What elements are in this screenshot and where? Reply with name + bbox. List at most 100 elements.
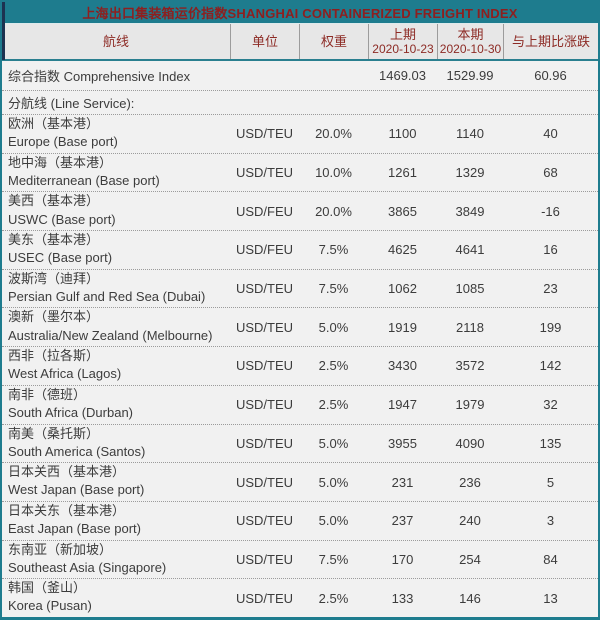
column-header-route: 航线 xyxy=(2,24,230,59)
route-row: 南非（德班） South Africa (Durban) USD/TEU 2.5… xyxy=(2,385,598,425)
route-name-cell: 澳新（墨尔本） Australia/New Zealand (Melbourne… xyxy=(2,308,230,346)
column-label: 航线 xyxy=(102,33,129,49)
unit-cell: USD/TEU xyxy=(235,551,294,567)
unit-cell xyxy=(230,61,299,90)
route-name-cell: 欧洲（基本港） Europe (Base port) xyxy=(2,115,230,153)
weight-cell: 7.5% xyxy=(318,242,349,258)
column-label: 单位 xyxy=(251,33,278,49)
route-name: 波斯湾（迪拜） Persian Gulf and Red Sea (Dubai) xyxy=(8,270,205,306)
route-name-cell: 日本关西（基本港） West Japan (Base port) xyxy=(2,463,230,501)
route-row: 西非（拉各斯） West Africa (Lagos) USD/TEU 2.5%… xyxy=(2,347,598,386)
column-label: 本期 xyxy=(457,26,484,42)
change-value-cell: -16 xyxy=(541,203,560,219)
current-value-cell: 1529.99 xyxy=(446,68,494,83)
previous-value-cell: 3430 xyxy=(388,358,417,374)
current-value-cell: 240 xyxy=(459,513,481,529)
previous-value-cell: 1469.03 xyxy=(379,68,426,83)
column-header-row: 航线 单位 权重 上期 2020-10-23 本期 2020-10-30 与上期… xyxy=(2,24,598,61)
route-name-en: Mediterranean (Base port) xyxy=(8,172,160,188)
unit-cell: USD/TEU xyxy=(235,358,294,374)
table-body: 综合指数 Comprehensive Index 1469.03 1529.99… xyxy=(2,61,598,617)
weight-cell: 5.0% xyxy=(318,435,349,451)
previous-value-cell: 3865 xyxy=(388,203,417,219)
previous-value-cell: 1261 xyxy=(388,165,417,181)
route-name-cn: 南非（德班） xyxy=(8,386,87,402)
route-name-cell: 南非（德班） South Africa (Durban) xyxy=(2,386,230,424)
weight-cell: 2.5% xyxy=(318,358,349,374)
route-name: 美东（基本港） USEC (Base port) xyxy=(8,231,112,267)
weight-cell: 7.5% xyxy=(318,551,349,567)
column-header-unit: 单位 xyxy=(230,24,299,59)
route-row: 澳新（墨尔本） Australia/New Zealand (Melbourne… xyxy=(2,308,598,348)
route-name-cn: 美西（基本港） xyxy=(8,193,100,209)
route-row: 美东（基本港） USEC (Base port) USD/FEU 7.5% 46… xyxy=(2,231,598,270)
route-name-cn: 澳新（墨尔本） xyxy=(8,309,100,325)
route-name-en: Europe (Base port) xyxy=(8,134,118,150)
current-value-cell: 236 xyxy=(459,474,481,490)
route-name-cell: 日本关东（基本港） East Japan (Base port) xyxy=(2,502,230,540)
change-value-cell: 199 xyxy=(539,319,562,335)
column-header-weight: 权重 xyxy=(299,24,368,59)
route-name-cell: 西非（拉各斯） West Africa (Lagos) xyxy=(2,347,230,385)
route-name-en: Southeast Asia (Singapore) xyxy=(8,559,167,575)
current-value-cell: 1979 xyxy=(455,397,485,413)
weight-cell: 5.0% xyxy=(318,513,349,529)
route-name-cn: 南美（桑托斯） xyxy=(8,425,100,441)
current-value-cell: 3849 xyxy=(455,203,485,219)
weight-cell: 10.0% xyxy=(315,165,352,181)
unit-cell: USD/TEU xyxy=(235,319,294,335)
route-row: 南美（桑托斯） South America (Santos) USD/TEU 5… xyxy=(2,424,598,464)
column-header-change: 与上期比涨跌 xyxy=(503,24,598,59)
column-label: 与上期比涨跌 xyxy=(511,33,590,49)
route-name-cell: 地中海（基本港） Mediterranean (Base port) xyxy=(2,154,230,192)
route-name-en: East Japan (Base port) xyxy=(8,521,141,537)
unit-cell: USD/FEU xyxy=(235,242,294,258)
route-name-cell: 东南亚（新加坡） Southeast Asia (Singapore) xyxy=(2,541,230,579)
route-row: 波斯湾（迪拜） Persian Gulf and Red Sea (Dubai)… xyxy=(2,269,598,309)
route-name-cell: 韩国（釜山） Korea (Pusan) xyxy=(2,579,230,617)
current-value-cell: 2118 xyxy=(456,319,484,335)
route-name-en: South America (Santos) xyxy=(8,443,146,459)
route-name: 南非（德班） South Africa (Durban) xyxy=(8,386,133,422)
route-name-cn: 韩国（釜山） xyxy=(8,580,87,596)
route-name-en: West Japan (Base port) xyxy=(8,482,145,498)
route-name: 地中海（基本港） Mediterranean (Base port) xyxy=(8,154,160,190)
route-name: 韩国（釜山） Korea (Pusan) xyxy=(8,579,92,615)
weight-cell: 2.5% xyxy=(318,590,349,606)
route-row: 日本关西（基本港） West Japan (Base port) USD/TEU… xyxy=(2,463,598,502)
route-row: 东南亚（新加坡） Southeast Asia (Singapore) USD/… xyxy=(2,540,598,580)
route-name-en: Korea (Pusan) xyxy=(8,598,92,614)
navy-left-accent xyxy=(2,2,5,60)
unit-cell: USD/TEU xyxy=(235,590,294,606)
current-value-cell: 1329 xyxy=(455,165,485,181)
unit-cell: USD/TEU xyxy=(235,513,294,529)
weight-cell: 20.0% xyxy=(315,126,352,142)
current-value-cell: 4641 xyxy=(455,242,485,258)
unit-cell: USD/TEU xyxy=(235,281,294,297)
change-value-cell: 142 xyxy=(539,358,562,374)
route-name: 美西（基本港） USWC (Base port) xyxy=(8,192,116,228)
previous-value-cell: 231 xyxy=(391,474,414,490)
route-name-cell: 南美（桑托斯） South America (Santos) xyxy=(2,425,230,463)
route-name-cn: 日本关东（基本港） xyxy=(8,502,126,518)
change-value-cell: 68 xyxy=(543,165,558,181)
previous-value-cell: 4625 xyxy=(388,242,417,258)
column-sublabel: 2020-10-23 xyxy=(372,42,434,57)
route-name-en: Australia/New Zealand (Melbourne) xyxy=(8,327,213,343)
route-name-en: South Africa (Durban) xyxy=(8,405,134,420)
comprehensive-index-row: 综合指数 Comprehensive Index 1469.03 1529.99… xyxy=(2,61,598,91)
change-value-cell: 40 xyxy=(543,126,558,142)
route-name-cn: 波斯湾（迪拜） xyxy=(8,270,100,286)
route-row: 欧洲（基本港） Europe (Base port) USD/TEU 20.0%… xyxy=(2,115,598,154)
previous-value-cell: 1062 xyxy=(388,281,417,297)
route-name-cn: 地中海（基本港） xyxy=(8,154,113,170)
route-name-cn: 欧洲（基本港） xyxy=(8,116,100,131)
route-name: 澳新（墨尔本） Australia/New Zealand (Melbourne… xyxy=(8,308,212,344)
current-value-cell: 4090 xyxy=(455,435,485,451)
previous-value-cell: 237 xyxy=(391,513,414,529)
weight-cell: 20.0% xyxy=(315,203,352,219)
route-name: 欧洲（基本港） Europe (Base port) xyxy=(8,115,118,151)
previous-value-cell: 170 xyxy=(391,551,414,567)
change-value-cell: 16 xyxy=(543,242,558,258)
